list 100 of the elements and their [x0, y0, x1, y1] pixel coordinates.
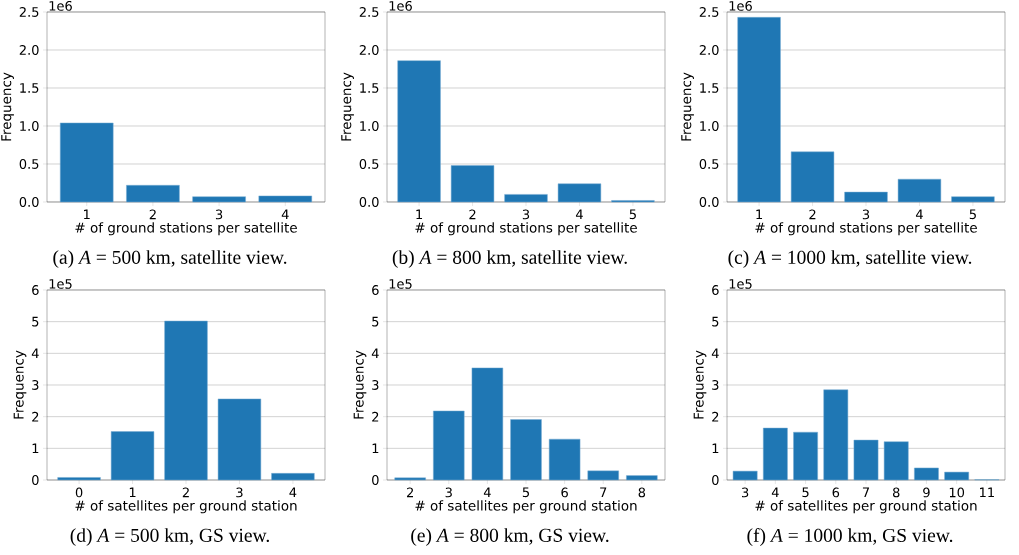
- x-tick-label: 4: [483, 487, 491, 498]
- y-tick-label: 1.5: [20, 83, 39, 93]
- y-tick-label: 2: [372, 411, 379, 422]
- y-tick-label: 3: [712, 380, 719, 390]
- bar: [504, 194, 548, 203]
- bar: [397, 60, 441, 203]
- x-tick-label: 3: [215, 209, 223, 220]
- x-tick-label: 3: [741, 487, 749, 498]
- y-tick-label: 0.0: [19, 197, 39, 207]
- x-tick-label: 4: [281, 209, 289, 220]
- text: (a) A = 500 km, satellite view.: [53, 250, 287, 268]
- y-tick-label: 1.5: [700, 83, 719, 93]
- y-tick-label: 1.0: [20, 121, 39, 131]
- bar: [853, 439, 879, 481]
- y-tick-label: 1: [712, 443, 719, 454]
- y-axis-title: Frequency: [693, 350, 707, 419]
- y-tick-label: 0.5: [699, 159, 719, 169]
- bar: [790, 151, 835, 203]
- y-tick-label: 0.0: [359, 197, 379, 207]
- bar: [57, 477, 101, 481]
- y-tick-label: 3: [372, 380, 379, 390]
- y-tick-label: 2: [712, 411, 719, 422]
- text: (b) A = 800 km, satellite view.: [392, 250, 627, 268]
- x-tick-label: 3: [862, 209, 870, 220]
- x-tick-label: 3: [522, 209, 530, 220]
- y-tick-label: 1: [32, 443, 39, 454]
- bar: [217, 398, 262, 481]
- bar: [192, 196, 246, 203]
- x-axis-title: # of satellites per ground station: [755, 500, 977, 514]
- bar: [258, 195, 313, 203]
- y-tick-label: 2.0: [19, 45, 39, 55]
- bar: [626, 475, 658, 481]
- x-tick-label: 11: [980, 487, 994, 498]
- y-tick-label: 0: [32, 475, 39, 485]
- bar: [732, 470, 758, 481]
- x-tick-label: 6: [832, 487, 840, 498]
- x-axis-title: # of ground stations per satellite: [415, 222, 637, 236]
- y-tick-label: 1: [372, 443, 379, 454]
- y-tick-label: 4: [31, 348, 39, 359]
- bar: [394, 477, 426, 481]
- text: 1e5: [729, 279, 752, 289]
- x-tick-label: 6: [561, 487, 568, 498]
- y-tick-label: 1.0: [700, 121, 719, 131]
- x-tick-label: 8: [638, 487, 646, 498]
- y-tick-label: 1.5: [360, 83, 379, 93]
- x-tick-label: 8: [892, 487, 900, 498]
- text: 1e6: [49, 0, 72, 11]
- x-tick-label: 1: [84, 209, 90, 220]
- x-tick-label: 5: [969, 209, 976, 220]
- y-tick-label: 0: [372, 475, 379, 485]
- x-tick-label: 1: [416, 209, 423, 220]
- bar: [271, 473, 315, 481]
- bar: [944, 471, 969, 481]
- x-tick-label: 2: [182, 487, 189, 498]
- y-tick-label: 2.5: [359, 7, 379, 17]
- y-tick-label: 0.5: [19, 159, 39, 169]
- bar: [737, 17, 781, 203]
- y-tick-label: 5: [372, 316, 379, 327]
- x-tick-label: 0: [75, 487, 83, 498]
- x-tick-label: 4: [915, 209, 923, 220]
- x-axis-title: # of satellites per ground station: [75, 500, 297, 514]
- x-axis-title: # of ground stations per satellite: [75, 222, 297, 236]
- x-tick-label: 1: [129, 487, 136, 498]
- text: (e) A = 800 km, GS view.: [411, 528, 609, 546]
- y-tick-label: 2: [32, 411, 39, 422]
- bar: [433, 410, 465, 481]
- bar: [587, 470, 619, 481]
- x-tick-label: 5: [629, 209, 636, 220]
- y-tick-label: 1.0: [360, 121, 379, 131]
- y-tick-label: 5: [712, 316, 719, 327]
- y-tick-label: 6: [372, 285, 379, 295]
- bar: [510, 419, 542, 481]
- bar: [883, 441, 909, 481]
- bar: [59, 122, 114, 203]
- x-tick-label: 3: [236, 487, 243, 498]
- bar: [844, 191, 888, 203]
- text: (c) A = 1000 km, satellite view.: [728, 250, 972, 268]
- text: 1e6: [389, 0, 412, 11]
- bar: [164, 320, 208, 481]
- bar: [557, 183, 602, 203]
- text: 1e6: [729, 0, 752, 11]
- bar: [548, 438, 581, 481]
- x-tick-label: 4: [289, 487, 297, 498]
- y-axis-title: Frequency: [341, 72, 354, 141]
- x-tick-label: 5: [522, 487, 530, 498]
- x-tick-label: 2: [149, 209, 156, 220]
- bar: [450, 165, 495, 203]
- y-tick-label: 2.5: [19, 7, 39, 17]
- y-tick-label: 0.5: [359, 159, 379, 169]
- bar: [471, 367, 504, 481]
- x-tick-label: 7: [862, 487, 870, 498]
- y-axis-title: Frequency: [1, 72, 14, 141]
- y-tick-label: 6: [712, 285, 719, 295]
- y-tick-label: 2.0: [359, 45, 379, 55]
- y-tick-label: 4: [371, 348, 379, 359]
- x-tick-label: 10: [949, 487, 965, 498]
- bar: [897, 178, 942, 203]
- text: 1e5: [49, 279, 72, 289]
- y-tick-label: 2.5: [699, 7, 719, 17]
- x-tick-label: 2: [469, 209, 476, 220]
